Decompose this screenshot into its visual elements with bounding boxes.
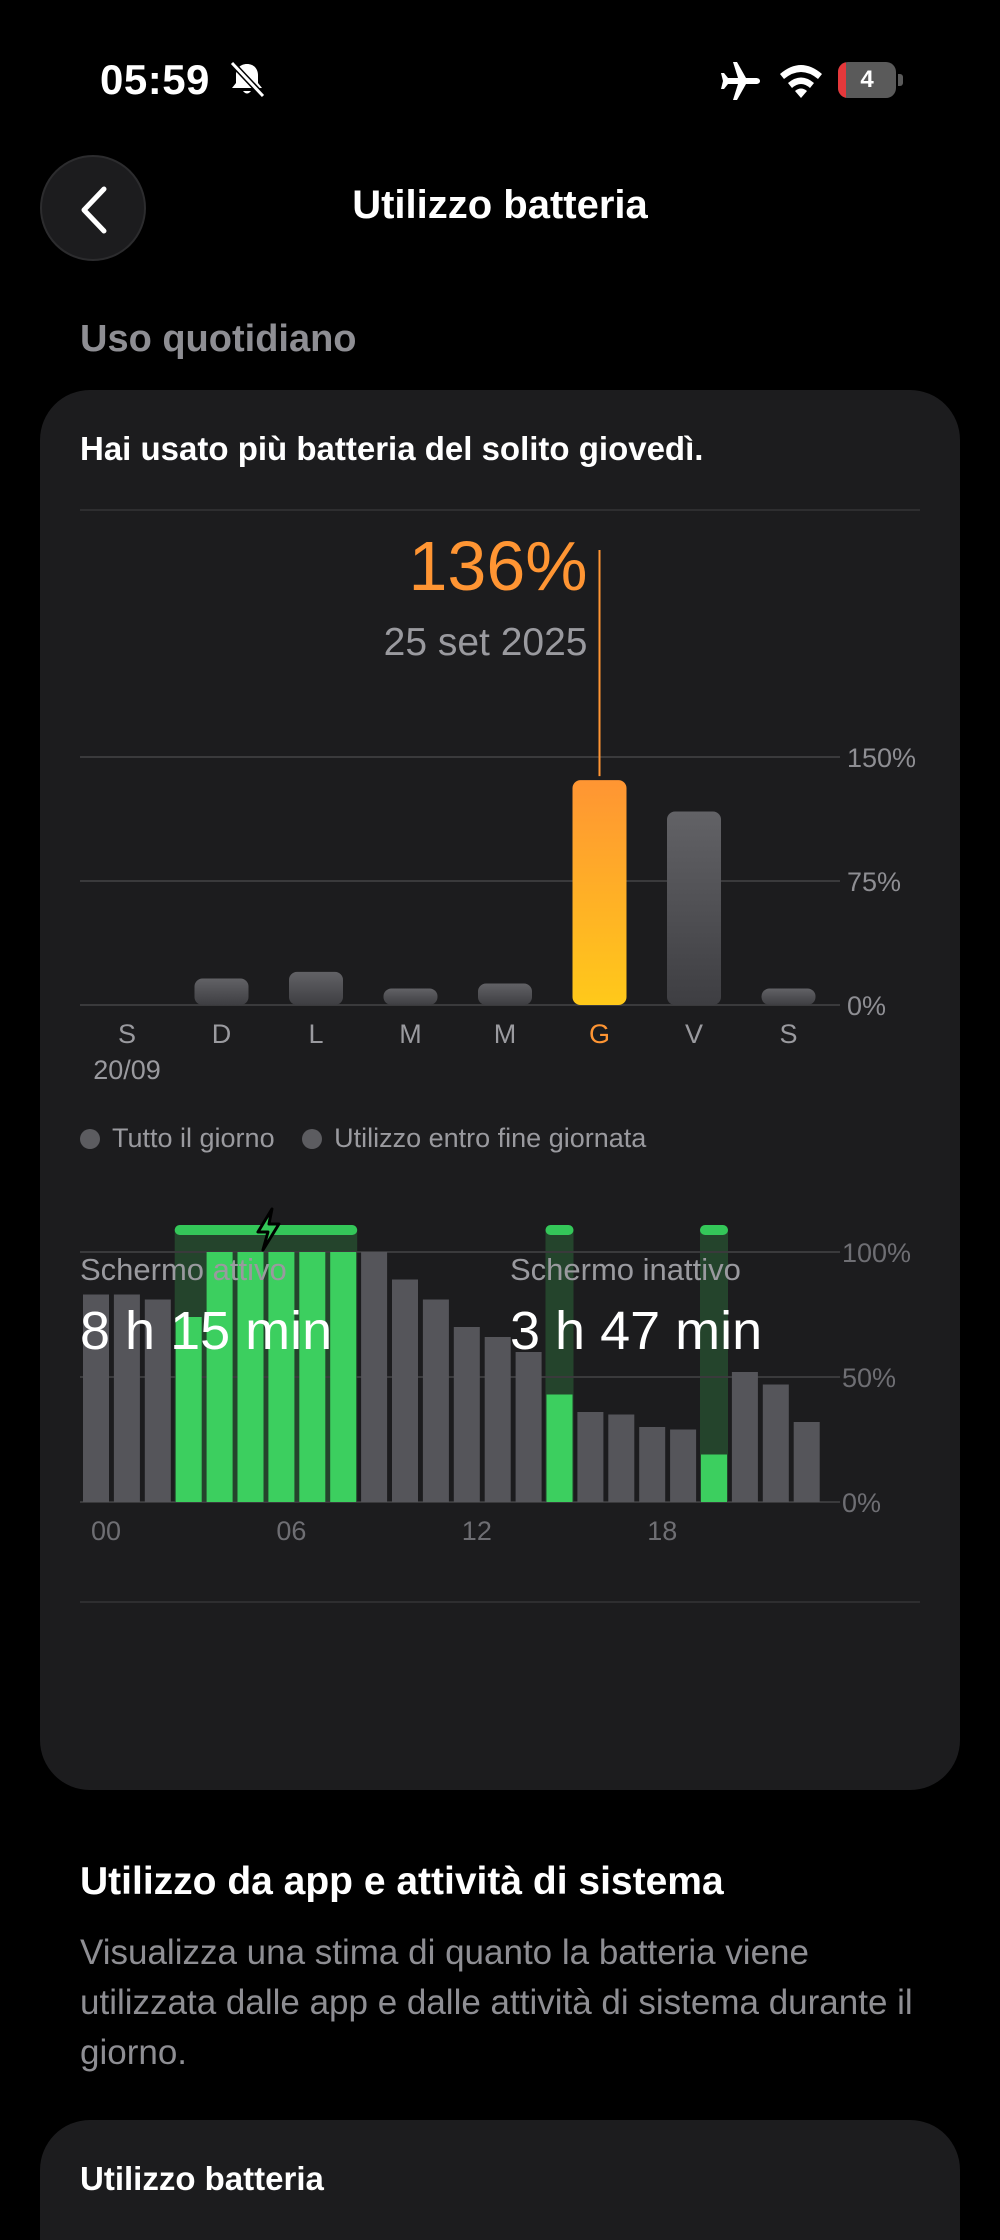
battery-nub (898, 74, 903, 86)
hourly-x-tick-label: 18 (647, 1516, 677, 1546)
hourly-bar (484, 1337, 511, 1502)
hourly-bar (577, 1412, 604, 1502)
weekly-x-tick-label: V (685, 1019, 703, 1049)
lightning-bolt-icon (256, 1207, 281, 1252)
battery-body: 4 (838, 62, 896, 98)
bell-off-icon (229, 60, 266, 99)
wifi-icon (780, 65, 822, 98)
weekly-bar (761, 988, 816, 1005)
weekly-x-tick-label: G (589, 1019, 610, 1049)
legend-item-all-day: Tutto il giorno (80, 1123, 275, 1154)
hourly-y-tick-label: 0% (842, 1488, 881, 1518)
section-label-daily: Uso quotidiano (80, 318, 357, 360)
chevron-left-icon (81, 186, 107, 234)
weekly-y-tick-label: 150% (847, 743, 916, 773)
hourly-bar-charging (330, 1252, 357, 1502)
hourly-bar-charging (546, 1394, 573, 1502)
hourly-bar-charging (268, 1252, 295, 1502)
usage-headline: Hai usato più batteria del solito gioved… (80, 430, 704, 467)
weekly-bar (383, 988, 438, 1005)
page-title: Utilizzo batteria (352, 183, 648, 227)
hourly-bar (608, 1414, 635, 1502)
chart-legend: Tutto il giorno Utilizzo entro fine gior… (80, 1123, 666, 1154)
back-button[interactable] (40, 155, 146, 261)
hourly-bar-charging (237, 1252, 264, 1502)
hourly-bar (762, 1384, 789, 1502)
apps-section-title: Utilizzo da app e attività di sistema (80, 1860, 724, 1903)
hourly-bar (392, 1279, 418, 1502)
hourly-y-tick-label: 50% (842, 1363, 896, 1393)
status-time: 05:59 (100, 56, 210, 103)
hourly-x-tick-label: 06 (276, 1516, 306, 1546)
weekly-bar (194, 978, 249, 1005)
weekly-x-tick-label: D (212, 1019, 232, 1049)
app-usage-card-title: Utilizzo batteria (80, 2160, 324, 2197)
legend-item-end-of-day: Utilizzo entro fine giornata (302, 1123, 646, 1154)
hourly-bar-charging (206, 1252, 233, 1502)
divider (80, 509, 920, 511)
weekly-x-sub-label: 20/09 (93, 1055, 161, 1085)
charging-period-bar (700, 1225, 728, 1235)
hourly-bar (453, 1327, 480, 1502)
weekly-x-tick-label: S (118, 1019, 136, 1049)
screen-inactive-value: 3 h 47 min (510, 1301, 763, 1361)
hourly-bar (361, 1252, 388, 1502)
screen-active-label: Schermo attivo (80, 1252, 287, 1287)
weekly-battery-chart: 0% 75% 150% S 20/09 D L M M G V S 136% 25 set 2025 (80, 527, 916, 1085)
battery-level-fill (838, 62, 846, 98)
weekly-x-tick-label: S (779, 1019, 797, 1049)
app-usage-card[interactable]: Utilizzo batteria (40, 2120, 960, 2240)
hourly-bar (422, 1299, 449, 1502)
screen-inactive-label: Schermo inattivo (510, 1252, 741, 1287)
weekly-bar (667, 811, 721, 1005)
daily-usage-card: Hai usato più batteria del solito gioved… (40, 390, 960, 1790)
weekly-x-tick-label: M (399, 1019, 422, 1049)
weekly-bar (289, 971, 343, 1005)
hourly-bar (793, 1422, 820, 1502)
legend-dot (302, 1129, 323, 1149)
highlight-date-label: 25 set 2025 (384, 621, 588, 664)
hourly-bar (515, 1352, 542, 1502)
charging-period-bar (545, 1225, 574, 1235)
divider (80, 1601, 920, 1603)
weekly-x-tick-label: M (494, 1019, 517, 1049)
battery-level-text: 4 (860, 66, 874, 93)
weekly-x-tick-label: L (308, 1019, 323, 1049)
weekly-bar (478, 983, 532, 1005)
hourly-bar-charging (701, 1454, 727, 1502)
apps-section-description: Visualizza una stima di quanto la batter… (80, 1933, 913, 2072)
airplane-icon (721, 62, 760, 100)
hourly-y-tick-label: 100% (842, 1238, 911, 1268)
highlight-value-label: 136% (408, 527, 587, 605)
weekly-y-tick-label: 0% (847, 991, 886, 1021)
hourly-x-tick-label: 12 (462, 1516, 492, 1546)
hourly-bar-charging (299, 1252, 326, 1502)
hourly-bar (639, 1427, 666, 1502)
weekly-y-tick-label: 75% (847, 867, 901, 897)
hourly-bar (731, 1372, 758, 1502)
screen-active-value: 8 h 15 min (80, 1301, 333, 1361)
charging-period-bar (174, 1225, 358, 1235)
battery-icon: 4 (838, 62, 904, 98)
status-bar: 05:59 4 (0, 0, 1000, 160)
hourly-bar (670, 1429, 697, 1502)
legend-all-day-label: Tutto il giorno (112, 1123, 275, 1153)
hourly-x-tick-label: 00 (91, 1516, 121, 1546)
weekly-bar-highlighted (572, 780, 627, 1005)
legend-end-of-day-label: Utilizzo entro fine giornata (334, 1123, 647, 1153)
legend-dot (80, 1129, 100, 1149)
